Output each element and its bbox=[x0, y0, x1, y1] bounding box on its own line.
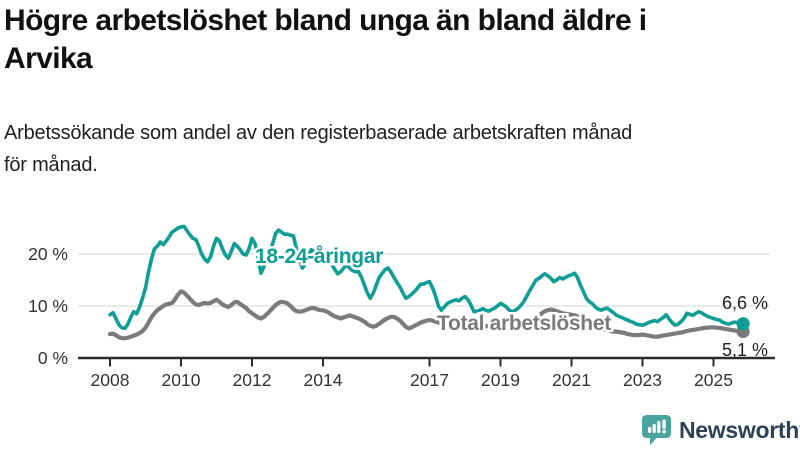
youth-end-dot bbox=[736, 317, 750, 331]
x-tick-label-2017: 2017 bbox=[410, 370, 449, 390]
total-end-label: 5,1 % bbox=[722, 340, 768, 360]
newsworthy-logo[interactable]: Newsworthy bbox=[641, 413, 800, 447]
chart-title: Högre arbetslöshet bland unga än bland ä… bbox=[4, 2, 796, 78]
total-series-label: Total arbetslöshet bbox=[437, 312, 611, 335]
youth-end-label: 6,6 % bbox=[722, 293, 768, 313]
x-tick-label-2019: 2019 bbox=[481, 370, 520, 390]
bar-chart-speech-bubble-icon bbox=[642, 414, 671, 445]
x-tick-label-2008: 2008 bbox=[91, 370, 130, 390]
subtitle-line-1: Arbetssökande som andel av den registerb… bbox=[4, 122, 633, 144]
x-tick-label-2025: 2025 bbox=[694, 370, 733, 390]
x-tick-label-2021: 2021 bbox=[552, 370, 591, 390]
x-tick-label-2023: 2023 bbox=[623, 370, 662, 390]
title-line-2: Arvika bbox=[4, 42, 93, 75]
chart-svg: 2008 2010 2012 2014 2017 2019 2021 2023 2025 0 % 1… bbox=[28, 224, 775, 390]
x-tick-label-2014: 2014 bbox=[304, 370, 343, 390]
x-tick-label-2012: 2012 bbox=[233, 370, 272, 390]
y-tick-label-10: 10 % bbox=[28, 296, 68, 316]
chart-subtitle: Arbetssökande som andel av den registerb… bbox=[4, 117, 796, 181]
y-tick-label-20: 20 % bbox=[28, 244, 68, 264]
subtitle-line-2: för månad. bbox=[4, 154, 98, 176]
total-line bbox=[107, 289, 746, 341]
line-chart: 2008 2010 2012 2014 2017 2019 2021 2023 2025 0 % 1… bbox=[0, 200, 800, 410]
x-tick-label-2010: 2010 bbox=[162, 370, 201, 390]
youth-line bbox=[108, 224, 745, 331]
logo-text: Newsworthy bbox=[679, 416, 800, 443]
y-tick-label-0: 0 % bbox=[38, 348, 68, 368]
youth-series-label: 18-24-åringar bbox=[255, 245, 383, 268]
title-line-1: Högre arbetslöshet bland unga än bland ä… bbox=[4, 4, 647, 37]
